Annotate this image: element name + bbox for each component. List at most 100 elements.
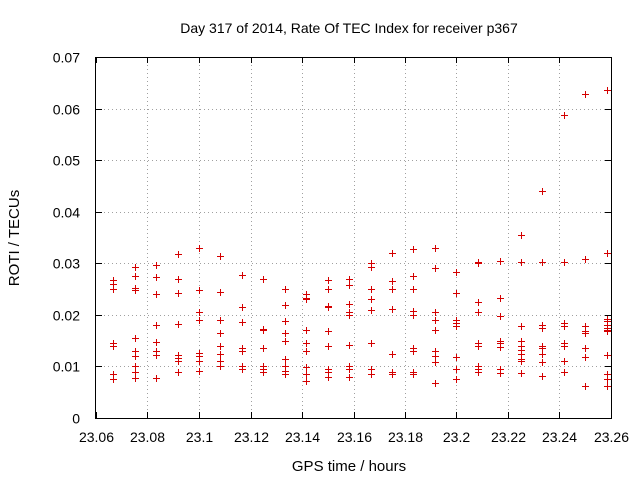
data-point — [303, 378, 310, 385]
data-point — [561, 323, 568, 330]
data-point — [282, 318, 289, 325]
x-tick-label: 23.26 — [594, 429, 629, 445]
data-point — [346, 282, 353, 289]
data-point — [582, 354, 589, 361]
data-point — [410, 371, 417, 378]
data-point — [432, 317, 439, 324]
data-point — [497, 258, 504, 265]
data-point — [475, 343, 482, 350]
data-point — [518, 232, 525, 239]
y-tick-label: 0.02 — [53, 308, 80, 324]
y-tick-label: 0.05 — [53, 153, 80, 169]
data-point — [132, 287, 139, 294]
data-point — [582, 383, 589, 390]
data-point — [282, 371, 289, 378]
data-point — [368, 371, 375, 378]
data-point — [175, 369, 182, 376]
data-point — [132, 335, 139, 342]
data-point — [389, 371, 396, 378]
data-point — [497, 370, 504, 377]
x-tick-label: 23.16 — [337, 429, 372, 445]
data-point — [260, 327, 267, 334]
data-point — [539, 373, 546, 380]
data-point — [303, 327, 310, 334]
y-axis-title: ROTI / TECUs — [6, 190, 23, 286]
x-tick-label: 23.14 — [285, 429, 320, 445]
data-point — [325, 286, 332, 293]
data-point — [325, 277, 332, 284]
x-axis-title: GPS time / hours — [292, 458, 406, 475]
data-point — [582, 91, 589, 98]
data-point — [153, 352, 160, 359]
data-point — [475, 369, 482, 376]
data-point — [432, 265, 439, 272]
data-point — [410, 273, 417, 280]
data-point — [153, 339, 160, 346]
data-point — [389, 306, 396, 313]
data-point — [196, 309, 203, 316]
x-tick-label: 23.12 — [234, 429, 269, 445]
data-point — [453, 290, 460, 297]
data-point — [325, 328, 332, 335]
data-point — [217, 317, 224, 324]
data-point — [561, 259, 568, 266]
data-point — [217, 363, 224, 370]
x-tick-labels: 23.06 23.08 23.1 23.12 23.14 23.16 23.18 23.2 23… — [79, 429, 629, 445]
data-point — [153, 322, 160, 329]
data-point — [368, 340, 375, 347]
data-point — [432, 353, 439, 360]
data-point — [475, 309, 482, 316]
data-point — [539, 351, 546, 358]
data-point — [217, 330, 224, 337]
data-point — [132, 264, 139, 271]
data-point — [175, 321, 182, 328]
data-point — [325, 304, 332, 311]
data-point — [132, 363, 139, 370]
grid — [96, 57, 611, 418]
data-point — [196, 287, 203, 294]
x-tick-label: 23.18 — [388, 429, 423, 445]
data-point — [453, 376, 460, 383]
data-point — [432, 359, 439, 366]
y-tick-label: 0.03 — [53, 256, 80, 272]
data-point — [239, 348, 246, 355]
data-point — [325, 343, 332, 350]
data-point — [132, 369, 139, 376]
y-tick-label: 0.06 — [53, 102, 80, 118]
data-point — [410, 286, 417, 293]
data-point — [346, 342, 353, 349]
data-point — [518, 370, 525, 377]
data-point — [153, 291, 160, 298]
data-point — [346, 366, 353, 373]
data-point — [368, 264, 375, 271]
data-point — [539, 345, 546, 352]
data-point — [346, 374, 353, 381]
data-point — [475, 299, 482, 306]
data-point — [368, 286, 375, 293]
data-point — [303, 364, 310, 371]
data-point — [175, 358, 182, 365]
data-point — [175, 276, 182, 283]
data-point — [282, 338, 289, 345]
data-point — [582, 330, 589, 337]
data-point — [604, 352, 611, 359]
data-point — [368, 296, 375, 303]
data-point — [303, 348, 310, 355]
x-tick-label: 23.06 — [79, 429, 114, 445]
data-point — [561, 358, 568, 365]
data-point — [582, 256, 589, 263]
data-point — [110, 376, 117, 383]
data-point — [604, 250, 611, 257]
data-point — [132, 273, 139, 280]
data-point — [561, 112, 568, 119]
data-point — [561, 369, 568, 376]
data-point — [453, 269, 460, 276]
axis-ticks — [96, 57, 612, 419]
data-point — [196, 245, 203, 252]
data-point — [497, 313, 504, 320]
data-point — [561, 343, 568, 350]
data-point — [153, 375, 160, 382]
data-point — [217, 351, 224, 358]
data-point — [282, 302, 289, 309]
